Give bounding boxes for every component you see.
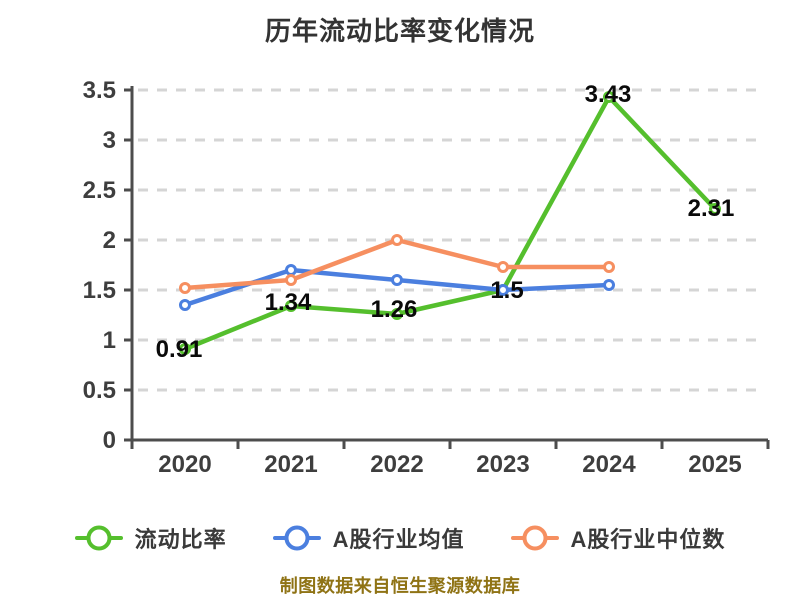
footer-note: 制图数据来自恒生聚源数据库: [279, 576, 521, 596]
page-title: 历年流动比率变化情况: [264, 16, 535, 46]
legend-line-circle-icon: [272, 525, 321, 551]
svg-text:3: 3: [103, 127, 116, 154]
svg-text:2: 2: [103, 227, 116, 254]
svg-text:0: 0: [103, 427, 116, 454]
svg-text:2.31: 2.31: [688, 195, 735, 222]
legend-item-1[interactable]: A股行业均值: [272, 522, 465, 554]
svg-text:2020: 2020: [158, 451, 211, 478]
svg-text:1: 1: [103, 327, 116, 354]
x-axis-labels: 2020 2021 2022 2023 2024 2025: [158, 451, 741, 478]
series-0-markers: [179, 91, 721, 355]
svg-text:1.26: 1.26: [371, 296, 418, 323]
series-2-markers: [179, 234, 615, 294]
y-axis-labels: 0 0.5 1 1.5 2 2.5 3 3.5: [83, 77, 116, 454]
chart-canvas: 0 0.5 1 1.5 2 2.5 3 3.5 2020 2021 2022 2023 2024 2025…: [83, 77, 770, 478]
svg-text:3.5: 3.5: [83, 77, 116, 104]
legend-line-circle-icon: [74, 525, 123, 551]
svg-text:0.5: 0.5: [83, 377, 116, 404]
series-0-line: [182, 94, 718, 352]
svg-text:1.34: 1.34: [265, 289, 312, 316]
svg-text:1.5: 1.5: [490, 277, 523, 304]
svg-text:2023: 2023: [476, 451, 529, 478]
x-axis-ticks: [130, 440, 770, 449]
legend-item-2[interactable]: A股行业中位数: [510, 522, 726, 554]
legend-line-circle-icon: [510, 525, 559, 551]
series-1-markers: [179, 264, 615, 311]
svg-text:3.43: 3.43: [585, 81, 632, 108]
legend-item-label: A股行业均值: [332, 527, 465, 552]
legend-item-label: 流动比率: [134, 527, 227, 552]
legend-item-0[interactable]: 流动比率: [74, 522, 227, 554]
legend: 流动比率 A股行业均值 A股行业中位数: [0, 514, 800, 562]
svg-text:2.5: 2.5: [83, 177, 116, 204]
svg-text:2025: 2025: [688, 451, 741, 478]
legend-item-label: A股行业中位数: [570, 527, 726, 552]
series-0-point-labels: 0.91 1.34 1.26 1.5 3.43 2.31: [156, 81, 735, 363]
gridlines: [138, 88, 762, 392]
svg-text:2021: 2021: [264, 451, 317, 478]
svg-text:0.91: 0.91: [156, 336, 203, 363]
svg-text:2022: 2022: [370, 451, 423, 478]
svg-text:2024: 2024: [582, 451, 636, 478]
svg-text:1.5: 1.5: [83, 277, 116, 304]
